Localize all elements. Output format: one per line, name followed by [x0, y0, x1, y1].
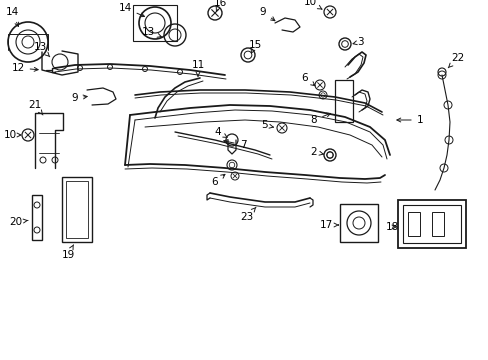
- Text: 6: 6: [211, 174, 224, 187]
- Bar: [339, 204, 377, 242]
- Bar: [62, 177, 92, 242]
- Text: 8: 8: [310, 113, 330, 125]
- Text: 20: 20: [9, 217, 28, 227]
- Text: 2: 2: [310, 147, 323, 157]
- Text: 18: 18: [385, 222, 398, 232]
- Text: 13: 13: [33, 42, 50, 57]
- Text: 17: 17: [319, 220, 338, 230]
- Bar: [133, 5, 177, 41]
- Text: 11: 11: [191, 60, 204, 76]
- Text: 16: 16: [213, 0, 226, 11]
- Text: 13: 13: [141, 27, 161, 37]
- Text: 22: 22: [447, 53, 464, 68]
- Text: 14: 14: [118, 3, 144, 17]
- Text: 6: 6: [301, 73, 314, 86]
- Bar: [32, 195, 42, 240]
- Text: 15: 15: [248, 40, 261, 53]
- Text: 12: 12: [11, 63, 38, 73]
- Bar: [407, 212, 419, 236]
- Text: 10: 10: [303, 0, 321, 9]
- Bar: [402, 205, 460, 243]
- Bar: [397, 200, 465, 248]
- Text: 10: 10: [3, 130, 21, 140]
- Text: 1: 1: [396, 115, 423, 125]
- Bar: [66, 181, 88, 238]
- Bar: [334, 80, 352, 122]
- Text: 14: 14: [5, 7, 19, 27]
- Text: 21: 21: [28, 100, 43, 115]
- Text: 9: 9: [72, 93, 87, 103]
- Text: 3: 3: [352, 37, 363, 47]
- Text: 23: 23: [240, 207, 256, 222]
- Text: 4: 4: [214, 127, 226, 138]
- Text: 19: 19: [61, 245, 75, 260]
- Bar: [431, 212, 443, 236]
- Text: 5: 5: [260, 120, 273, 130]
- Text: 9: 9: [259, 7, 274, 21]
- Text: 7: 7: [224, 140, 246, 150]
